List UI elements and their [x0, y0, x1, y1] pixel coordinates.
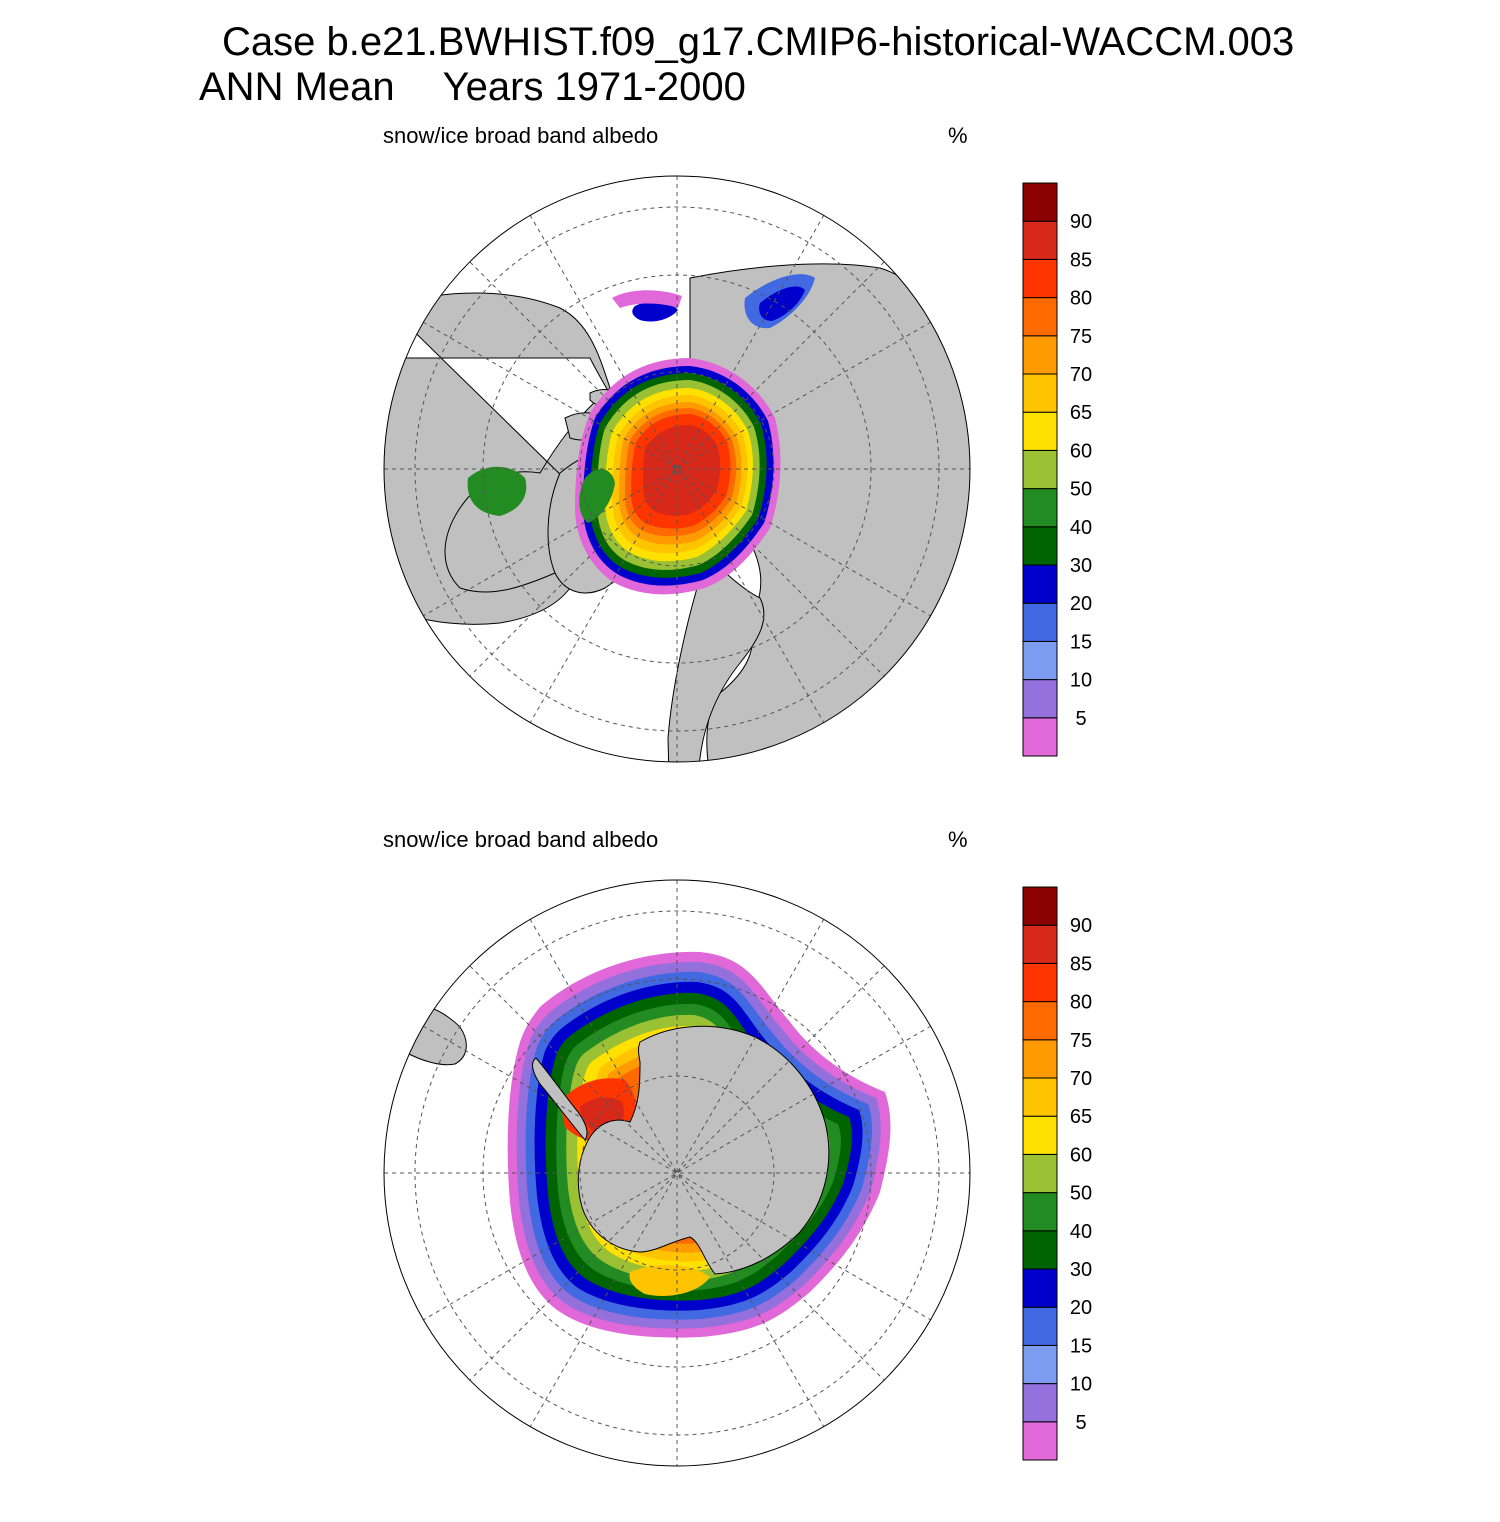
ice-hudson-bay: [467, 466, 527, 516]
colorbar-box: [1022, 1115, 1058, 1155]
map-boundary: [383, 879, 971, 1467]
colorbar-tick-label: 20: [1070, 593, 1092, 615]
colorbar-box: [1022, 488, 1058, 528]
colorbar-box: [1022, 220, 1058, 260]
ice-bering: [632, 301, 678, 322]
colorbar-tick-label: 30: [1070, 555, 1092, 577]
meridian-135: [469, 965, 885, 1381]
meridian-60: [422, 321, 932, 617]
colorbar-tick-label: 65: [1070, 1106, 1092, 1128]
colorbar-box: [1022, 449, 1058, 490]
colorbar-box: [1022, 1306, 1058, 1346]
colorbar-tick-label: 60: [1070, 440, 1092, 462]
colorbar-box: [1022, 886, 1058, 926]
colorbar-box: [1022, 1344, 1058, 1385]
meridian-150: [529, 918, 825, 1428]
meridian-60: [422, 1025, 932, 1321]
colorbar-box: [1022, 373, 1058, 413]
colorbar-box: [1022, 679, 1058, 719]
colorbar-box: [1022, 1192, 1058, 1232]
colorbar-box: [1022, 526, 1058, 566]
meridian-45: [469, 965, 885, 1381]
meridian-45: [469, 261, 885, 677]
variable-units: %: [948, 123, 968, 148]
colorbar-tick-label: 5: [1075, 708, 1086, 730]
colorbar-tick-label: 40: [1070, 517, 1092, 539]
years-label: Years 1971-2000: [442, 65, 746, 109]
colorbar-box: [1022, 1077, 1058, 1117]
graticule: [384, 880, 970, 1466]
ice-baffin-bay: [579, 468, 615, 523]
meridian-135: [469, 261, 885, 677]
colorbar-tick-label: 65: [1070, 402, 1092, 424]
colorbar-tick-label: 80: [1070, 288, 1092, 310]
colorbar-tick-label: 75: [1070, 1030, 1092, 1052]
south-polar-map: 5 10 15 20 30 40 50 60 65 70 75 80 85 90: [383, 879, 1092, 1467]
colorbar-tick-label: 85: [1070, 953, 1092, 975]
colorbar-tick-label: 5: [1075, 1412, 1086, 1434]
colorbar-box: [1022, 564, 1058, 604]
colorbar-box: [1022, 717, 1058, 757]
plot-title: Case b.e21.BWHIST.f09_g17.CMIP6-historic…: [222, 20, 1295, 64]
colorbar-box: [1022, 258, 1058, 299]
meridian-30: [529, 918, 825, 1428]
panel-southern-hemisphere: snow/ice broad band albedo %: [0, 822, 1500, 1522]
colorbar-tick-label: 90: [1070, 211, 1092, 233]
colorbar-tick-label: 10: [1070, 670, 1092, 692]
colorbar-tick-label: 20: [1070, 1297, 1092, 1319]
colorbar-box: [1022, 1153, 1058, 1194]
ice-band-90: [643, 425, 721, 516]
meridian-150: [529, 214, 825, 724]
colorbar-tick-label: 40: [1070, 1221, 1092, 1243]
colorbar-box: [1022, 411, 1058, 451]
colorbar-tick-label: 15: [1070, 1335, 1092, 1357]
colorbar-box: [1022, 1383, 1058, 1423]
colorbar-tick-label: 15: [1070, 631, 1092, 653]
colorbar-box: [1022, 1230, 1058, 1270]
colorbar-tick-label: 70: [1070, 364, 1092, 386]
variable-name: snow/ice broad band albedo: [383, 123, 659, 148]
colorbar-box: [1022, 640, 1058, 681]
meridian-120: [422, 1025, 932, 1321]
ice-ross-70: [629, 1265, 710, 1297]
colorbar-tick-label: 60: [1070, 1144, 1092, 1166]
ice-okhotsk-inner: [759, 286, 805, 321]
plot-subtitle: ANN Mean Years 1971-2000: [199, 67, 746, 107]
colorbar-box: [1022, 182, 1058, 222]
colorbar-box: [1022, 1039, 1058, 1079]
colorbar-tick-label: 85: [1070, 249, 1092, 271]
meridian-30: [529, 214, 825, 724]
colorbar-tick-label: 30: [1070, 1259, 1092, 1281]
colorbar-tick-label: 70: [1070, 1068, 1092, 1090]
colorbar-box: [1022, 297, 1058, 337]
colorbar: 5 10 15 20 30 40 50 60 65 70 75 80 85 90: [1022, 182, 1092, 757]
land-europe: [667, 546, 765, 762]
north-polar-map: 5 10 15 20 30 40 50 60 65 70 75 80 85 90: [383, 175, 1092, 763]
colorbar-tick-label: 90: [1070, 915, 1092, 937]
colorbar: 5 10 15 20 30 40 50 60 65 70 75 80 85 90: [1022, 886, 1092, 1461]
graticule: [384, 176, 970, 762]
north-map-content: [384, 263, 970, 762]
colorbar-box: [1022, 924, 1058, 964]
colorbar-box: [1022, 602, 1058, 642]
colorbar-tick-label: 75: [1070, 326, 1092, 348]
colorbar-box: [1022, 1001, 1058, 1041]
map-boundary: [383, 175, 971, 763]
season-label: ANN Mean: [199, 65, 395, 109]
colorbar-box: [1022, 1268, 1058, 1308]
variable-units: %: [948, 827, 968, 852]
colorbar-tick-label: 10: [1070, 1374, 1092, 1396]
variable-name: snow/ice broad band albedo: [383, 827, 659, 852]
colorbar-box: [1022, 335, 1058, 375]
colorbar-tick-label: 80: [1070, 992, 1092, 1014]
colorbar-box: [1022, 1421, 1058, 1461]
colorbar-box: [1022, 962, 1058, 1003]
meridian-120: [422, 321, 932, 617]
panel-northern-hemisphere: snow/ice broad band albedo %: [0, 118, 1500, 818]
colorbar-tick-label: 50: [1070, 1183, 1092, 1205]
ice-bering-edge: [612, 290, 682, 308]
colorbar-tick-label: 50: [1070, 479, 1092, 501]
